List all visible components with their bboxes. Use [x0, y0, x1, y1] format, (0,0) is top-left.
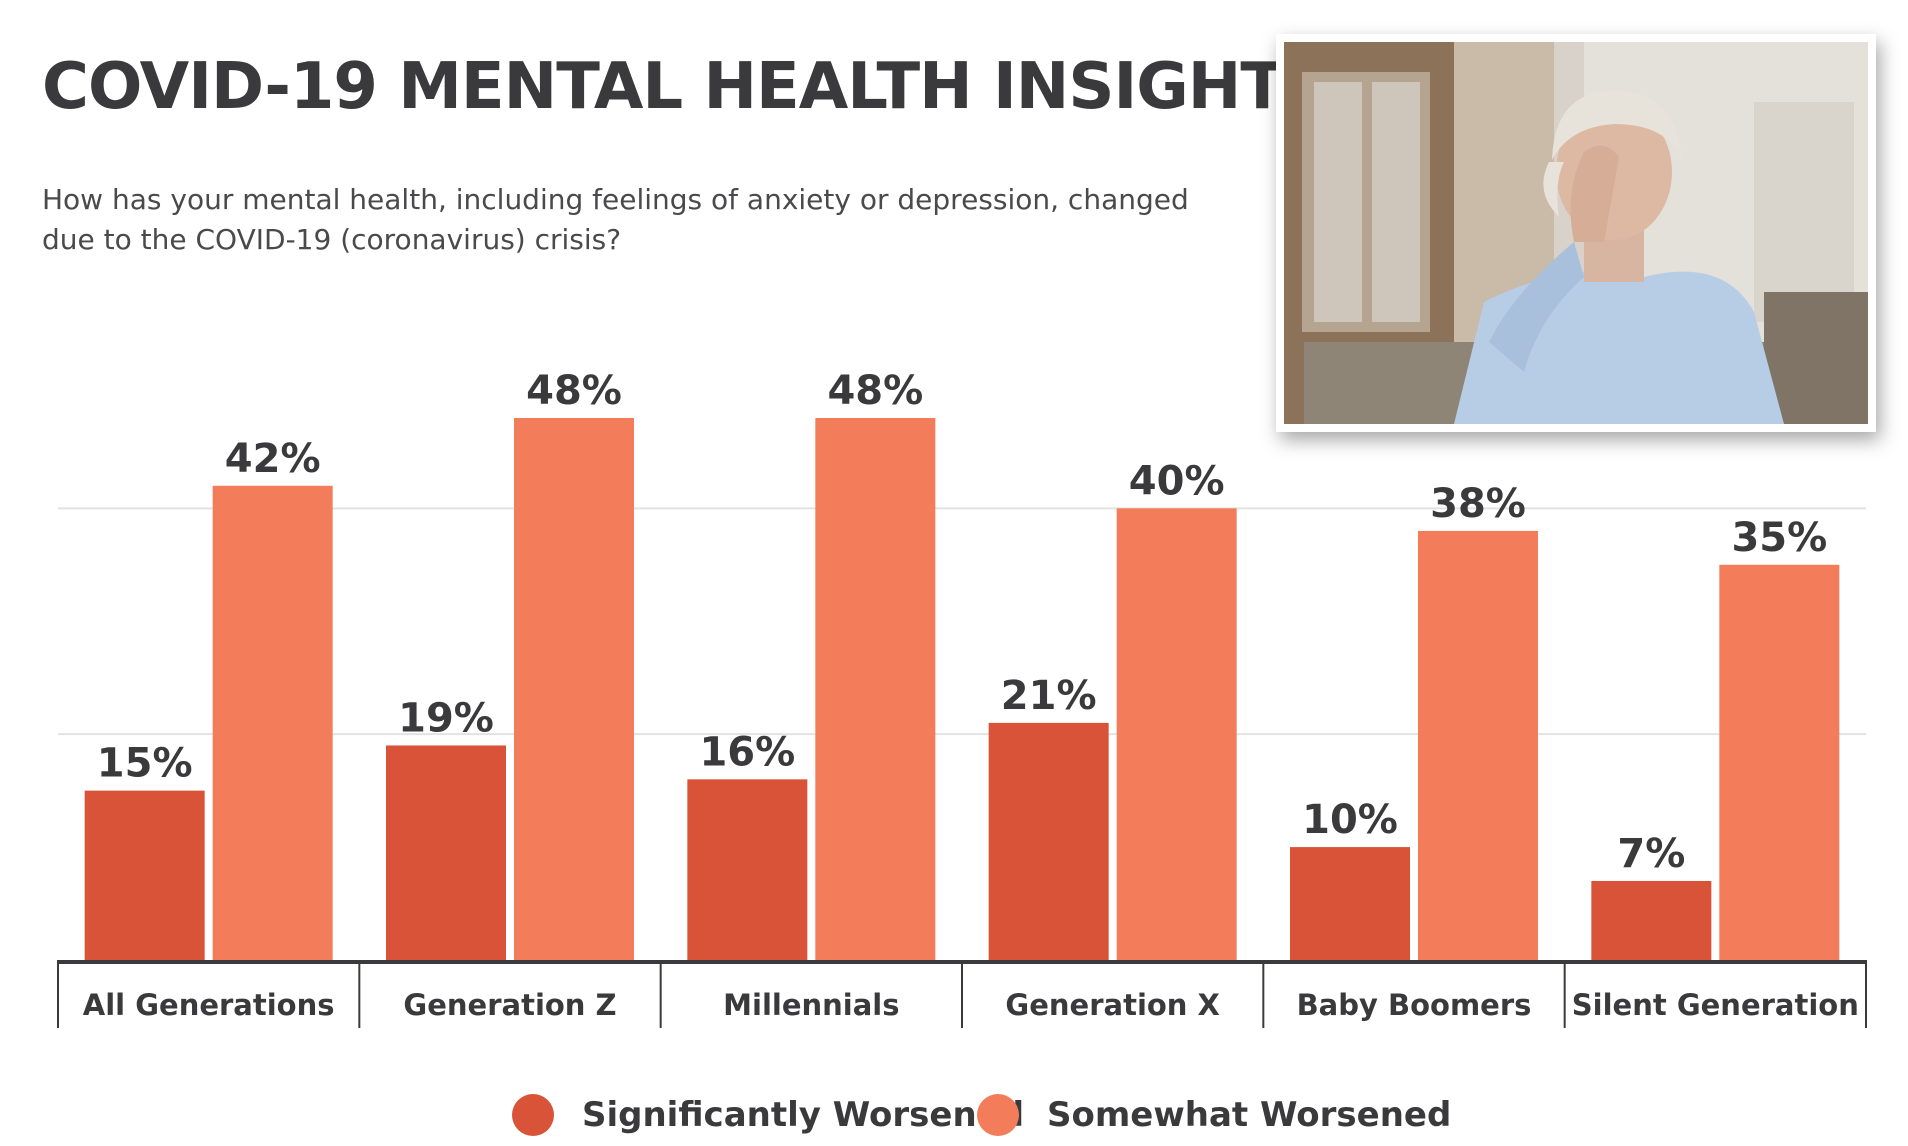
data-label: 16% [699, 729, 795, 775]
category-label: Generation X [1005, 988, 1219, 1022]
legend-label-somewhat: Somewhat Worsened [1047, 1095, 1452, 1135]
data-label: 19% [398, 695, 494, 741]
legend-swatch-significant [512, 1094, 554, 1136]
legend-item-somewhat-worsened: Somewhat Worsened [977, 1090, 1451, 1140]
category-label: Silent Generation [1572, 988, 1859, 1022]
category-label: Generation Z [403, 988, 616, 1022]
data-label: 21% [1001, 673, 1097, 719]
category-label: Millennials [723, 988, 899, 1022]
data-label: 42% [225, 436, 321, 482]
data-label: 15% [97, 741, 193, 787]
bar-somewhat [212, 485, 333, 960]
bar-somewhat [1719, 564, 1840, 960]
photo-frame [1276, 34, 1876, 432]
data-label: 48% [526, 368, 622, 414]
data-label: 10% [1302, 797, 1398, 843]
data-label: 7% [1617, 831, 1685, 877]
bar-significant [988, 722, 1109, 960]
survey-question: How has your mental health, including fe… [42, 183, 1189, 256]
bar-significant [687, 779, 808, 960]
bar-significant [84, 790, 205, 960]
bar-significant [386, 745, 506, 960]
bar-somewhat [514, 418, 634, 960]
category-label: All Generations [83, 988, 335, 1022]
category-label: Baby Boomers [1297, 988, 1532, 1022]
bar-significant [1591, 880, 1712, 960]
legend-item-significantly-worsened: Significantly Worsened [512, 1090, 1024, 1140]
bar-somewhat [815, 418, 936, 960]
bar-somewhat [1116, 508, 1237, 960]
page-title: COVID-19 MENTAL HEALTH INSIGHTS [42, 50, 1329, 124]
legend-swatch-somewhat [977, 1094, 1019, 1136]
bar-somewhat [1418, 530, 1538, 960]
legend-label-significant: Significantly Worsened [582, 1095, 1025, 1135]
data-label: 40% [1129, 458, 1225, 504]
bar-chart: 15% 42% All Generations 19% 48% Generation Z 1… [57, 368, 1867, 1028]
woman-photo [1284, 42, 1868, 424]
data-label: 35% [1731, 515, 1827, 561]
data-label: 38% [1430, 481, 1526, 527]
bar-significant [1290, 847, 1410, 960]
chart-legend: Significantly Worsened Somewhat Worsened [0, 1090, 1908, 1140]
data-label: 48% [827, 368, 923, 414]
